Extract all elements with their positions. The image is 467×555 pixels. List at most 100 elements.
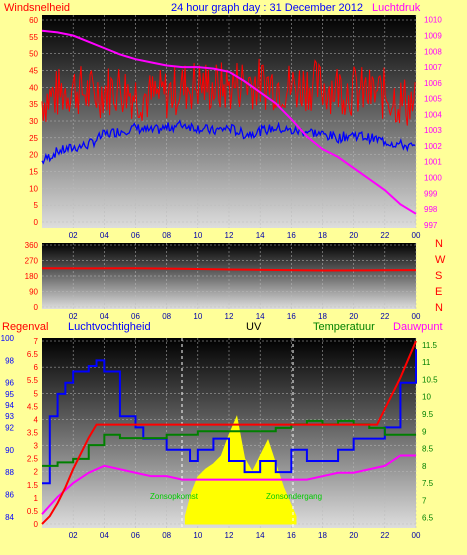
x-tick-label: 02 (69, 312, 78, 321)
pressure-tick-label: 1002 (424, 142, 442, 151)
x-tick-label: 04 (100, 231, 109, 240)
temperature-tick-label: 11.5 (422, 341, 438, 350)
pressure-label: Luchtdruk (372, 2, 421, 14)
wind-tick-label: 55 (29, 33, 38, 42)
direction-tick-label: 180 (25, 272, 39, 281)
temperature-tick-label: 10 (422, 393, 431, 402)
humidity-label: Luchtvochtigheid (68, 321, 151, 333)
rain-label: Regenval (2, 321, 48, 333)
humidity-tick-label: 86 (5, 490, 14, 499)
rain-tick-label: 2.5 (27, 455, 39, 464)
temperature-tick-label: 6.5 (422, 514, 434, 523)
x-tick-label: 18 (318, 231, 327, 240)
temperature-tick-label: 7.5 (422, 479, 434, 488)
rain-tick-label: 5 (34, 389, 39, 398)
x-tick-label: 16 (287, 231, 296, 240)
x-tick-label: 12 (225, 531, 234, 540)
direction-tick-label: 90 (29, 288, 38, 297)
rain-tick-label: 2 (34, 468, 39, 477)
temperature-tick-label: 9.5 (422, 410, 434, 419)
temperature-line (42, 419, 416, 467)
x-tick-label: 22 (380, 312, 389, 321)
wind-tick-label: 50 (29, 50, 38, 59)
pressure-tick-label: 1010 (424, 16, 442, 25)
wind-tick-label: 45 (29, 67, 38, 76)
temperature-tick-label: 8.5 (422, 445, 434, 454)
rain-tick-label: 4.5 (27, 402, 39, 411)
compass-letter: N (435, 302, 443, 314)
compass-letter: W (435, 254, 446, 266)
temperature-tick-label: 10.5 (422, 375, 438, 384)
rain-line (41, 340, 417, 525)
uv-label: UV (246, 321, 262, 333)
humidity-tick-label: 94 (5, 401, 14, 410)
x-tick-label: 14 (256, 231, 265, 240)
x-tick-label: 00 (412, 231, 421, 240)
wind-tick-label: 60 (29, 16, 38, 25)
rain-tick-label: 7 (34, 337, 39, 346)
pressure-tick-label: 1001 (424, 158, 442, 167)
humidity-tick-label: 100 (1, 334, 15, 343)
x-tick-label: 08 (162, 531, 171, 540)
x-tick-label: 06 (131, 531, 140, 540)
x-tick-label: 12 (225, 312, 234, 321)
pressure-tick-label: 1004 (424, 110, 442, 119)
pressure-tick-label: 997 (424, 221, 438, 230)
chart-title: 24 hour graph day : 31 December 2012 (171, 2, 363, 14)
direction-tick-label: 0 (34, 303, 39, 312)
rain-tick-label: 1 (34, 494, 39, 503)
rain-tick-label: 4 (34, 415, 39, 424)
wind-tick-label: 40 (29, 83, 38, 92)
x-tick-label: 04 (100, 531, 109, 540)
x-tick-label: 02 (69, 231, 78, 240)
x-tick-label: 14 (256, 531, 265, 540)
x-tick-label: 08 (162, 231, 171, 240)
humidity-tick-label: 95 (5, 390, 14, 399)
wind-average-line (41, 119, 416, 165)
humidity-tick-label: 84 (5, 513, 14, 522)
dewpoint-line (41, 454, 416, 515)
x-tick-label: 10 (193, 312, 202, 321)
wind-tick-label: 20 (29, 151, 38, 160)
x-tick-label: 00 (412, 531, 421, 540)
direction-tick-label: 270 (25, 257, 39, 266)
direction-tick-label: 360 (25, 241, 39, 250)
compass-letter: N (435, 238, 443, 250)
humidity-tick-label: 96 (5, 379, 14, 388)
wind-speed-label: Windsnelheid (4, 2, 70, 14)
x-tick-label: 06 (131, 231, 140, 240)
compass-letter: S (435, 270, 442, 282)
wind-tick-label: 15 (29, 168, 38, 177)
x-tick-label: 20 (349, 531, 358, 540)
wind-pressure-grid (42, 15, 417, 228)
pressure-tick-label: 1006 (424, 79, 442, 88)
x-tick-label: 12 (225, 231, 234, 240)
x-tick-label: 16 (287, 531, 296, 540)
x-tick-label: 10 (193, 231, 202, 240)
x-tick-label: 22 (380, 231, 389, 240)
pressure-tick-label: 1003 (424, 126, 442, 135)
x-tick-label: 14 (256, 312, 265, 321)
wind-tick-label: 10 (29, 184, 38, 193)
x-tick-label: 18 (318, 312, 327, 321)
pressure-tick-label: 999 (424, 189, 438, 198)
x-tick-label: 08 (162, 312, 171, 321)
wind-tick-label: 5 (34, 201, 39, 210)
x-tick-label: 10 (193, 531, 202, 540)
humidity-tick-label: 90 (5, 446, 14, 455)
x-tick-label: 16 (287, 312, 296, 321)
dewpoint-label: Dauwpunt (393, 321, 443, 333)
pressure-tick-label: 998 (424, 205, 438, 214)
humidity-tick-label: 93 (5, 412, 14, 421)
rain-tick-label: 6.5 (27, 350, 39, 359)
sunrise-label: Zonsopkomst (150, 492, 199, 501)
rain-tick-label: 0.5 (27, 507, 39, 516)
temperature-label: Temperatuur (313, 321, 375, 333)
pressure-line (41, 29, 417, 215)
x-tick-label: 20 (349, 231, 358, 240)
x-tick-label: 04 (100, 312, 109, 321)
rain-tick-label: 5.5 (27, 376, 39, 385)
rain-tick-label: 6 (34, 363, 39, 372)
